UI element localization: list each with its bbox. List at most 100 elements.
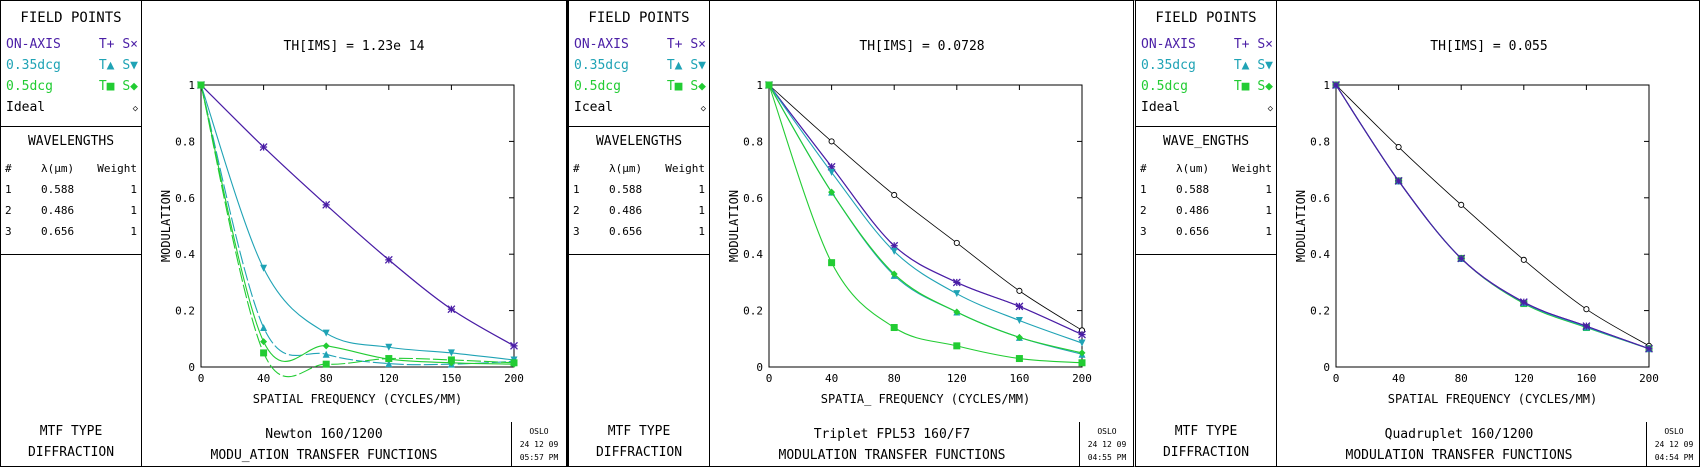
plot-area: 0 40 80 120 160 200 0 0.2 0.4 0.6 0.8 1 SPATIAL FREQ… bbox=[1294, 79, 1659, 406]
cell: 3 bbox=[5, 225, 12, 238]
y-tick-label: 0 bbox=[756, 361, 763, 374]
wavelengths-box: WAVE_ENGTHS # λ(um) Weight 1 0.588 1 2 0… bbox=[1136, 127, 1276, 255]
marker-circle bbox=[1583, 306, 1590, 313]
series-on-axis-t bbox=[765, 81, 1086, 339]
x-tick-label: 120 bbox=[947, 372, 967, 385]
mtf-type: MTF TYPE DIFFRACTION bbox=[569, 421, 709, 463]
mtf-chart: TH[IMS] = 0.055 0 40 80 120 160 200 0 0.2 0.4 0.6… bbox=[1277, 1, 1700, 466]
plot-frame bbox=[1335, 84, 1650, 368]
marker-tri-down bbox=[890, 247, 898, 255]
cell: 3 bbox=[1140, 225, 1147, 238]
y-tick-label: 0.6 bbox=[175, 192, 195, 205]
wavelengths-title: WAVE_ENGTHS bbox=[1162, 134, 1250, 149]
y-tick-label: 1 bbox=[188, 79, 195, 92]
series-line bbox=[200, 84, 515, 366]
marker-circle bbox=[828, 138, 835, 145]
cell: 0.656 bbox=[41, 225, 75, 238]
oslo-stamp: OSLO 24 12 09 04:55 PM bbox=[1079, 422, 1134, 466]
cell: 1 bbox=[130, 204, 137, 217]
col-header: λ(μm) bbox=[609, 162, 643, 175]
plot-subtitle: MODU_ATION TRANSFER FUNCTIONS bbox=[210, 448, 438, 463]
stamp-time: 04:55 PM bbox=[1087, 453, 1127, 462]
marker-circle bbox=[891, 191, 898, 199]
x-tick-label: 80 bbox=[1455, 372, 1468, 385]
stamp-time: 04:54 PM bbox=[1654, 453, 1694, 462]
field-point-symbols: T■ S◆ bbox=[666, 79, 706, 94]
wavelength-row: 1 0.588 1 bbox=[5, 183, 137, 199]
field-point-name: 0.5dcg bbox=[574, 79, 621, 94]
mtf-panel-quadruplet: FIELD POINTS ON-AXIS T+ S× 0.35dcg T▲ S▼… bbox=[1133, 0, 1700, 467]
plot-area: 0 40 80 120 150 200 0 0.2 0.4 0.6 0.8 1 SPATIAL FREQ… bbox=[159, 79, 524, 406]
mtf-type-value: DIFFRACTION bbox=[1162, 445, 1250, 460]
series-line bbox=[1335, 84, 1650, 350]
stamp-app: OSLO bbox=[1664, 427, 1684, 436]
marker-x bbox=[384, 255, 393, 264]
col-header: Weight bbox=[97, 162, 137, 175]
marker-square bbox=[1015, 355, 1023, 363]
field-point-035deg: 0.35dcg T▲ S▼ bbox=[1141, 58, 1273, 76]
x-tick-label: 200 bbox=[504, 372, 524, 385]
marker-square bbox=[953, 342, 961, 350]
field-point-name: ON-AXIS bbox=[1141, 37, 1196, 52]
wavelength-row: 1 0.588 1 bbox=[573, 183, 705, 199]
field-point-symbols: T▲ S▼ bbox=[1233, 58, 1273, 73]
series-0-35dcg-t bbox=[1332, 81, 1653, 353]
series-0-5dcg-s bbox=[197, 81, 518, 368]
col-header: Weight bbox=[665, 162, 705, 175]
x-tick-label: 0 bbox=[198, 372, 205, 385]
series-line bbox=[768, 84, 1083, 364]
marker-tri-down bbox=[1015, 316, 1023, 324]
series-on-axis-s bbox=[1332, 81, 1653, 353]
plot-subtitle: MODULATION TRANSFER FUNCTIONS bbox=[1345, 448, 1573, 463]
field-point-symbols: T▲ S▼ bbox=[98, 58, 138, 73]
x-tick-label: 160 bbox=[1009, 372, 1029, 385]
field-point-05deg: 0.5dcg T■ S◆ bbox=[574, 79, 706, 97]
marker-tri-down bbox=[828, 168, 836, 176]
series-line bbox=[1335, 84, 1650, 347]
y-axis-label: MODULATION bbox=[727, 190, 741, 262]
series-line bbox=[200, 84, 515, 365]
field-point-symbols: T+ S× bbox=[666, 37, 706, 52]
marker-x bbox=[447, 305, 456, 314]
series-on-axis-s bbox=[197, 81, 518, 350]
series-line bbox=[768, 84, 1083, 344]
marker-x bbox=[1582, 322, 1591, 331]
lens-name: Quadruplet 160/1200 bbox=[1384, 427, 1534, 442]
cell: 2 bbox=[1140, 204, 1147, 217]
col-header: # bbox=[1140, 162, 1147, 175]
y-tick-label: 1 bbox=[1323, 79, 1330, 92]
field-point-05deg: 0.5dcg T■ S◆ bbox=[1141, 79, 1273, 97]
col-header: Weight bbox=[1232, 162, 1272, 175]
cell: 1 bbox=[698, 204, 705, 217]
stamp-date: 24 12 09 bbox=[1087, 440, 1127, 449]
marker-diamond bbox=[1015, 333, 1023, 341]
cell: 1 bbox=[1265, 204, 1272, 217]
cell: 2 bbox=[5, 204, 12, 217]
field-points-box: FIELD POINTS ON-AXIS T+ S× 0.35dcg T▲ S▼… bbox=[1, 1, 141, 127]
x-tick-label: 200 bbox=[1072, 372, 1092, 385]
mtf-panel-triplet: FIELD POINTS ON-AXIS T+ S× 0.35dcg T▲ S▼… bbox=[567, 0, 1134, 467]
stamp-app: OSLO bbox=[529, 427, 549, 436]
field-point-035deg: 0.35dcg T▲ S▼ bbox=[6, 58, 138, 76]
x-tick-label: 160 bbox=[1576, 372, 1596, 385]
y-tick-label: 0 bbox=[188, 361, 195, 374]
marker-x bbox=[1519, 298, 1528, 307]
marker-tri-down bbox=[1078, 339, 1086, 347]
x-tick-label: 200 bbox=[1639, 372, 1659, 385]
chart-title: TH[IMS] = 0.055 bbox=[1430, 39, 1548, 54]
wavelengths-header: # λ(um) Weight bbox=[1140, 162, 1272, 178]
marker-square bbox=[260, 349, 268, 357]
y-axis-label: MODULATION bbox=[159, 190, 173, 262]
cell: 0.486 bbox=[41, 204, 75, 217]
field-point-name: 0.35dcg bbox=[574, 58, 629, 73]
x-tick-label: 120 bbox=[1514, 372, 1534, 385]
cell: 1 bbox=[1265, 183, 1272, 196]
field-point-ideal: Ideal ◇ bbox=[1141, 100, 1273, 118]
x-tick-label: 120 bbox=[379, 372, 399, 385]
mtf-panel-newton: FIELD POINTS ON-AXIS T+ S× 0.35dcg T▲ S▼… bbox=[0, 0, 567, 467]
marker-tri-up bbox=[385, 360, 393, 368]
cell: 1 bbox=[130, 225, 137, 238]
plot-frame bbox=[768, 84, 1083, 368]
wavelength-row: 2 0.486 1 bbox=[5, 204, 137, 220]
field-points-box: FIELD POINTS ON-AXIS T+ S× 0.35dcg T▲ S▼… bbox=[1136, 1, 1276, 127]
